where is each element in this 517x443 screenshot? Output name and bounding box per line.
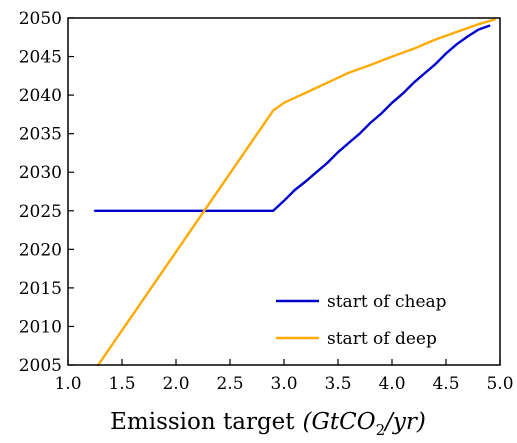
series-layer [93,18,496,367]
y-tick-label: 2030 [19,163,62,183]
y-tick-label: 2005 [19,356,62,376]
legend-label-start-of-cheap: start of cheap [327,292,447,312]
y-tick-label: 2020 [19,240,62,260]
x-tick-label: 2.5 [216,374,243,394]
x-axis-title-units-end: /yr) [383,409,426,435]
y-tick-label: 2050 [19,9,62,29]
x-tick-label: 1.0 [54,374,81,394]
x-tick-label: 1.5 [108,374,135,394]
x-axis-title-units: (GtCO [303,409,376,435]
y-tick-label: 2035 [19,125,62,145]
x-axis-title: Emission target (GtCO2/yr) [110,409,426,439]
y-tick-label: 2040 [19,86,62,106]
legend: start of cheap start of deep [276,292,447,349]
x-axis-title-text: Emission target [110,409,295,435]
legend-label-start-of-deep: start of deep [327,329,437,349]
x-tick-label: 3.5 [324,374,351,394]
y-tick-label: 2025 [19,202,62,222]
x-tick-label: 3.0 [270,374,297,394]
plot-frame [67,17,501,366]
ticks-layer: 1.0 1.5 2.0 2.5 3.0 3.5 4.0 4.5 5.0 2005 2010 2015 2… [19,9,514,394]
series-line-start-of-cheap [93,24,491,213]
x-tick-label: 5.0 [486,374,513,394]
y-tick-label: 2045 [19,48,62,68]
x-tick-label: 2.0 [162,374,189,394]
y-tick-label: 2015 [19,279,62,299]
x-tick-label: 4.5 [432,374,459,394]
x-tick-label: 4.0 [378,374,405,394]
x-axis-title-subscript: 2 [376,421,386,439]
y-tick-label: 2010 [19,317,62,337]
series-line-start-of-deep [96,18,496,367]
